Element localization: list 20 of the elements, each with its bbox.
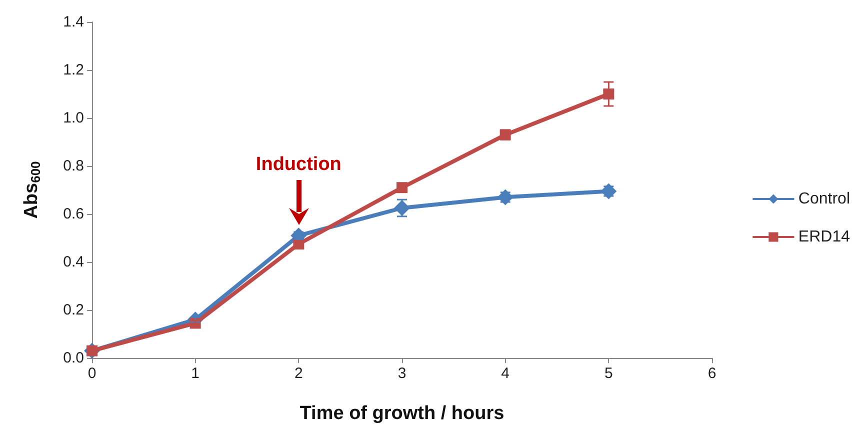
y-tick-label: 0.0 (63, 350, 84, 366)
y-tick-label: 0.4 (63, 254, 84, 270)
x-tick-label: 6 (708, 365, 716, 382)
legend-label: Control (798, 190, 850, 208)
y-axis-title: Abs600 (21, 161, 43, 219)
annotation: Induction (256, 154, 342, 175)
y-tick-label: 1.0 (63, 110, 84, 126)
x-tick-label: 0 (88, 365, 96, 382)
x-tick-label: 4 (501, 365, 510, 382)
x-tick-label: 2 (294, 365, 303, 382)
x-axis-title: Time of growth / hours (300, 403, 504, 424)
x-tick-label: 1 (191, 365, 200, 382)
y-tick-label: 1.4 (63, 14, 84, 30)
y-tick-label: 1.2 (63, 62, 84, 78)
x-tick-label: 5 (604, 365, 613, 382)
y-tick-label: 0.2 (63, 302, 84, 318)
y-tick-label: 0.8 (63, 158, 84, 174)
y-tick-label: 0.6 (63, 206, 84, 222)
legend-label: ERD14 (798, 228, 850, 246)
x-tick-label: 3 (398, 365, 406, 382)
